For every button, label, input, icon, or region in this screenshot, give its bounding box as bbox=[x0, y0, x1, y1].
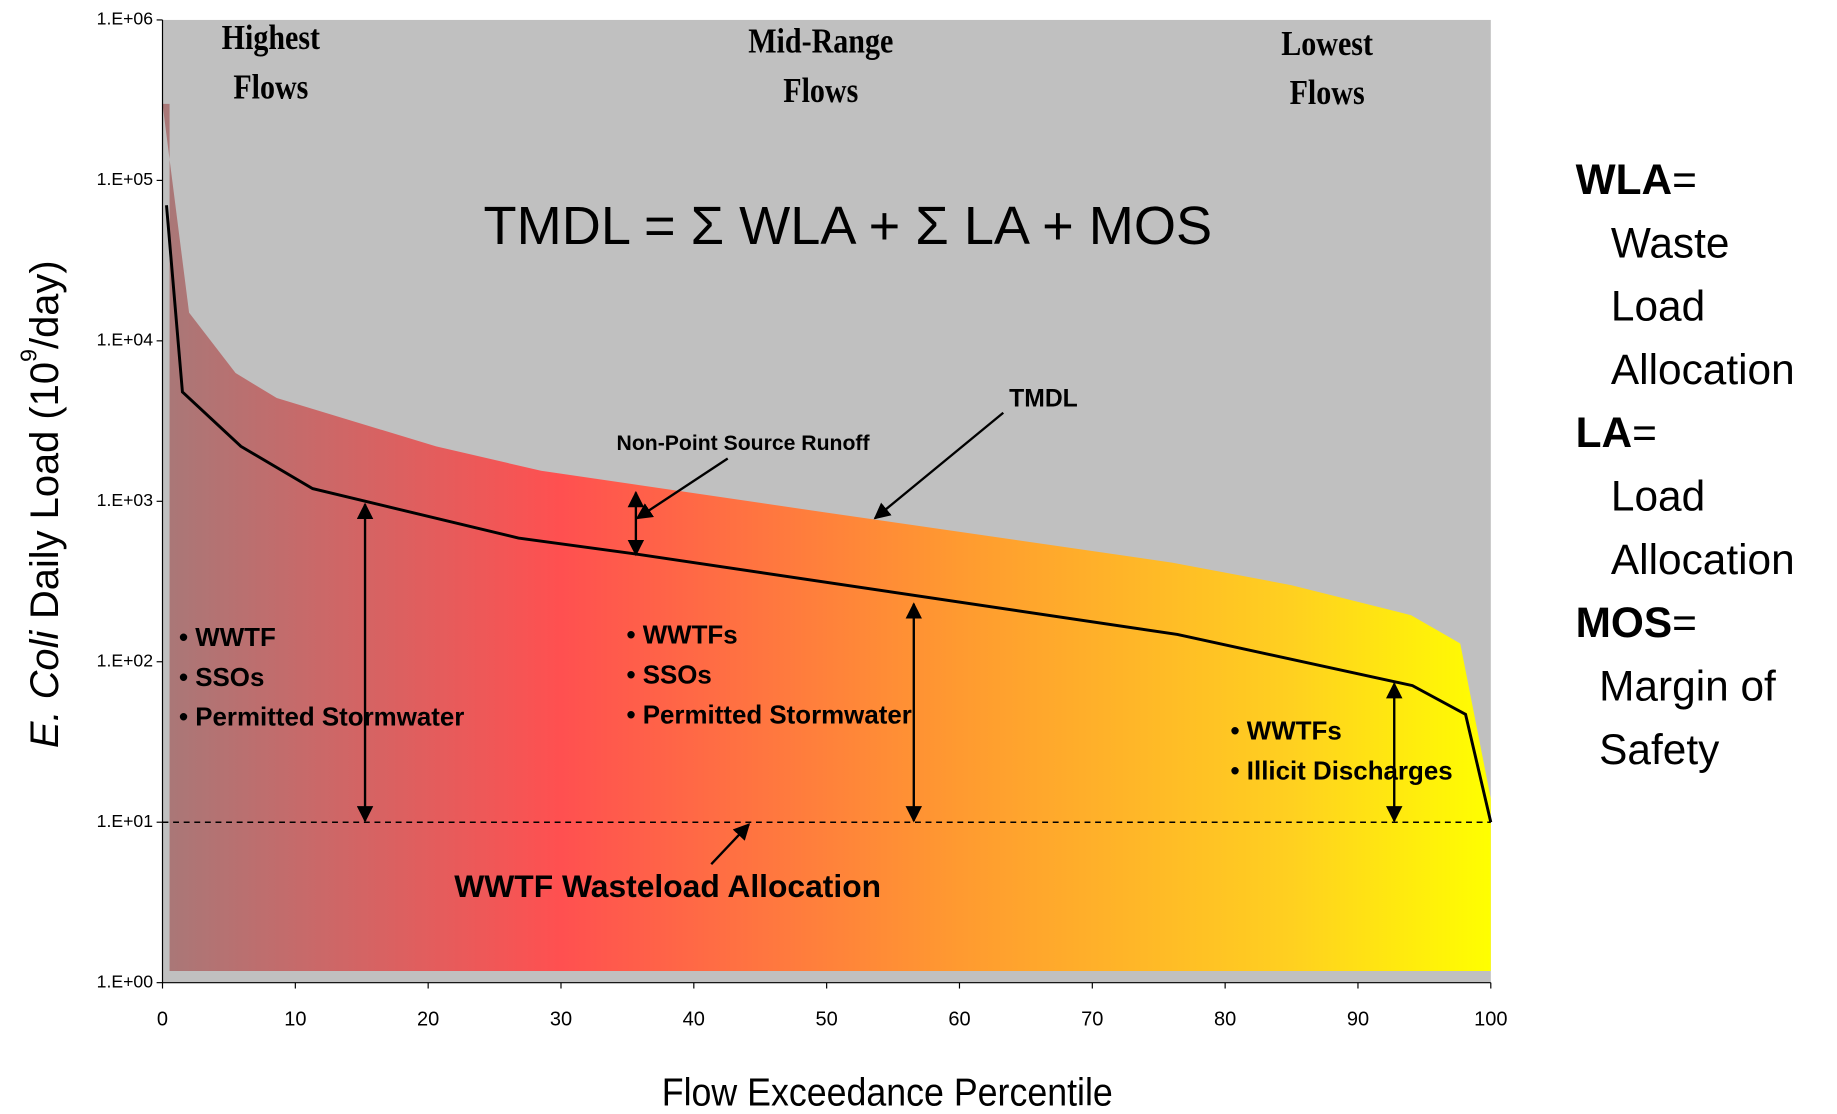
term: WLA bbox=[1576, 156, 1673, 203]
zone-label: Flows bbox=[1290, 74, 1365, 113]
y-tick-label: 1.E+06 bbox=[97, 9, 154, 29]
bullet-item: • SSOs bbox=[626, 661, 711, 689]
y-tick-label: 1.E+01 bbox=[97, 811, 153, 831]
term: MOS bbox=[1576, 599, 1673, 646]
bullet-item: • WWTFs bbox=[1231, 718, 1342, 746]
wwtf-label: WWTF Wasteload Allocation bbox=[454, 868, 881, 904]
x-tick-label: 0 bbox=[157, 1008, 168, 1030]
bullet-item: • WWTF bbox=[179, 624, 276, 652]
zone-label: Flows bbox=[783, 72, 858, 111]
x-tick-label: 70 bbox=[1081, 1008, 1103, 1030]
y-axis-label-part: /day) bbox=[23, 260, 67, 349]
pointer-arrow bbox=[873, 411, 1005, 520]
zone-label: Mid-Range bbox=[748, 23, 893, 62]
y-axis-label-part: E. Coli bbox=[23, 630, 67, 749]
y-tick-label: 1.E+02 bbox=[97, 650, 153, 670]
definition-text: Margin of bbox=[1599, 663, 1776, 710]
definition-text: Allocation bbox=[1611, 346, 1795, 393]
equation: TMDL = Σ WLA + Σ LA + MOS bbox=[484, 196, 1213, 256]
x-tick-label: 20 bbox=[417, 1008, 439, 1030]
equals: = bbox=[1632, 409, 1657, 456]
x-tick-label: 100 bbox=[1474, 1008, 1507, 1030]
definition-text: Waste bbox=[1611, 219, 1730, 266]
definition-text: Load bbox=[1611, 283, 1705, 330]
equals: = bbox=[1672, 599, 1697, 646]
x-tick-label: 80 bbox=[1214, 1008, 1236, 1030]
bullet-item: • SSOs bbox=[179, 664, 264, 692]
y-axis-label-part: Daily Load (10 bbox=[23, 362, 67, 619]
x-tick-label: 40 bbox=[683, 1008, 705, 1030]
x-tick-label: 50 bbox=[816, 1008, 838, 1030]
zone-label: Highest bbox=[222, 19, 320, 58]
x-tick-label: 90 bbox=[1347, 1008, 1369, 1030]
y-tick-label: 1.E+05 bbox=[97, 169, 154, 189]
term: LA bbox=[1576, 409, 1633, 456]
bullet-item: • WWTFs bbox=[626, 622, 737, 650]
zone-label: Lowest bbox=[1281, 25, 1373, 64]
x-tick-label: 60 bbox=[948, 1008, 970, 1030]
x-tick-label: 10 bbox=[284, 1008, 306, 1030]
tmdl-area bbox=[162, 103, 1491, 971]
definition-text: Load bbox=[1611, 473, 1705, 520]
definition-text: Safety bbox=[1599, 726, 1720, 773]
definition-term: MOS= bbox=[1576, 599, 1697, 646]
definition-term: WLA= bbox=[1576, 156, 1697, 203]
y-tick-label: 1.E+00 bbox=[97, 971, 154, 991]
y-axis-label-part: 9 bbox=[16, 349, 42, 362]
bullet-item: • Permitted Stormwater bbox=[179, 704, 464, 732]
x-tick-label: 30 bbox=[550, 1008, 572, 1030]
bullet-item: • Permitted Stormwater bbox=[626, 701, 911, 729]
nps-label: Non-Point Source Runoff bbox=[617, 432, 871, 455]
definition-term: LA= bbox=[1576, 409, 1657, 456]
tmdl-label: TMDL bbox=[1009, 385, 1078, 412]
x-axis-label: Flow Exceedance Percentile bbox=[662, 1070, 1113, 1114]
y-axis-label: E. Coli Daily Load (109/day) bbox=[16, 260, 67, 748]
pointer-arrow bbox=[710, 823, 751, 866]
y-tick-label: 1.E+04 bbox=[97, 330, 154, 350]
load-line bbox=[165, 205, 1493, 823]
bullet-item: • Illicit Discharges bbox=[1231, 758, 1453, 786]
definition-text: Allocation bbox=[1611, 536, 1795, 583]
y-tick-label: 1.E+03 bbox=[97, 490, 154, 510]
pointer-arrow bbox=[635, 457, 729, 520]
zone-label: Flows bbox=[233, 68, 308, 107]
equals: = bbox=[1672, 156, 1697, 203]
